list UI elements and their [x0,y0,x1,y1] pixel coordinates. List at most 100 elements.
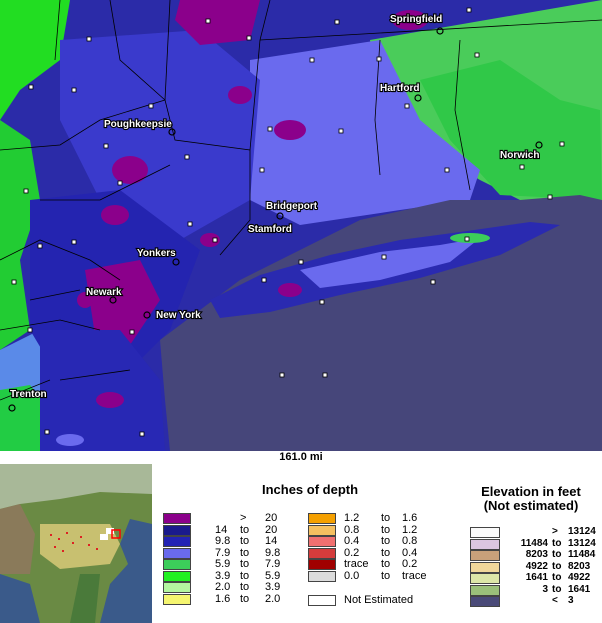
snow-legend-swatch [163,536,191,547]
snow-legend-low: 3.9 [215,569,231,582]
snow-legend-low: 0.0 [344,569,360,582]
elev-legend-low: 4922 [525,560,548,572]
snow-legend-swatch [163,524,191,536]
elev-legend-sep: to [552,572,562,583]
elev-legend-sep: to [552,583,562,595]
snow-legend-sep: to [381,569,391,582]
snow-legend-low: 1.2 [344,512,360,524]
elev-legend-low: 3 [542,583,548,595]
snow-legend-sep: to [381,558,391,570]
snow-legend-high: 3.9 [265,581,281,593]
elev-legend-sep: < [552,595,558,606]
snow-legend-low: 2.0 [215,581,231,593]
elev-legend-sep: > [552,526,558,537]
snow-legend-swatch [308,547,336,559]
snow-legend-high: 0.4 [402,546,418,559]
snow-legend-swatch [308,570,336,582]
snow-legend-low: 9.8 [215,535,231,547]
snow-legend-sep: to [381,523,391,536]
elev-legend-sep: to [552,537,562,549]
city-label-poughkeepsie: Poughkeepsie [104,119,172,130]
elev-legend-sep: to [552,549,562,560]
snow-legend-swatch [308,536,336,547]
snow-legend-sep: to [240,558,250,570]
snow-legend-high: 5.9 [265,569,281,582]
snow-legend-low: 1.6 [215,592,231,605]
elev-legend-low: 1641 [525,572,548,583]
elev-legend-swatch [470,561,500,573]
snow-legend-high: 7.9 [265,558,281,570]
map-scale: 161.0 mi [279,451,323,463]
snow-legend-swatch [163,582,191,593]
elev-legend-high: 13124 [568,537,596,549]
snow-legend-high: 0.2 [402,558,418,570]
snow-legend-sep: to [240,569,250,582]
snow-legend-swatch [163,570,191,582]
elev-legend-high: 8203 [568,560,591,572]
elev-legend-sep: to [552,560,562,572]
elev-legend-swatch [470,596,500,607]
snow-legend-high: 9.8 [265,546,281,559]
elev-legend-high: 1641 [568,583,591,595]
snow-legend-sep: to [240,592,250,605]
snow-legend-sep: to [381,535,391,547]
elev-legend-swatch [470,527,500,538]
snow-legend-high: 20 [265,512,278,524]
elev-legend-title: Elevation in feet [481,484,581,499]
elev-legend-swatch [470,573,500,584]
city-label-bridgeport: Bridgeport [266,201,318,212]
elev-legend-high: 11484 [568,549,596,560]
city-label-trenton: Trenton [10,389,47,400]
snow-legend-low: trace [344,558,369,570]
inset-focus-box [111,529,121,539]
snow-legend-not-estimated-label: Not Estimated [344,594,414,606]
locator-inset-map [0,464,152,623]
city-label-new-york: New York [156,310,201,321]
snow-legend-high: 14 [265,535,278,547]
city-label-stamford: Stamford [248,224,292,235]
snow-legend-swatch [308,595,336,606]
snow-legend-low: 7.9 [215,546,231,559]
snow-legend-sep: to [240,523,250,536]
snow-legend-swatch [163,547,191,559]
city-label-yonkers: Yonkers [137,248,176,259]
snow-legend-low: 0.8 [344,523,360,536]
snow-legend-low: 0.2 [344,546,360,559]
snow-legend-high: 2.0 [265,592,281,605]
elev-legend-low: 8203 [525,549,548,560]
snow-legend-high: 0.8 [402,535,418,547]
snow-depth-map: Springfield Hartford Poughkeepsie Norwic… [0,0,602,451]
city-label-newark: Newark [86,287,122,298]
snow-legend-sep: to [381,546,391,559]
snow-legend-sep: > [240,512,247,524]
snow-legend-swatch [163,559,191,570]
snow-legend-high: 20 [265,523,278,536]
elev-legend-swatch [470,584,500,596]
elev-legend-subtitle: (Not estimated) [483,498,579,513]
snow-legend-sep: to [240,581,250,593]
city-label-norwich: Norwich [500,150,539,161]
elev-legend-high: 3 [568,595,574,606]
elev-legend-low: 11484 [520,537,548,549]
elev-legend-swatch [470,550,500,561]
snow-legend-swatch [163,593,191,605]
snow-legend-swatch [163,513,191,524]
city-label-springfield: Springfield [390,14,442,25]
city-label-hartford: Hartford [380,83,419,94]
snow-legend-low: 14 [215,523,228,536]
snow-legend-high: 1.6 [402,512,418,524]
snow-legend-sep: to [240,535,250,547]
snow-legend-high: 1.2 [402,523,418,536]
snow-legend-title: Inches of depth [261,482,359,497]
snow-legend-low: 5.9 [215,558,231,570]
snow-legend-sep: to [381,512,391,524]
elev-legend-high: 13124 [568,526,596,537]
snow-legend-low: 0.4 [344,535,360,547]
snow-legend-high: trace [402,569,427,582]
elev-legend-high: 4922 [568,572,591,583]
elev-legend-swatch [470,538,500,550]
snow-legend-swatch [308,513,336,524]
snow-legend-swatch [308,559,336,570]
snow-legend-sep: to [240,546,250,559]
snow-legend-swatch [308,524,336,536]
